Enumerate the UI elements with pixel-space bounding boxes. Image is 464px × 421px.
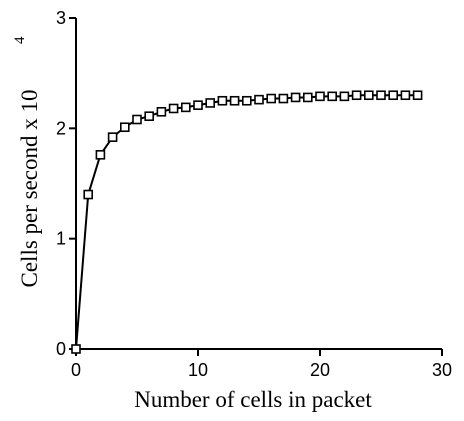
series-layer — [71, 90, 423, 354]
y-tick-label: 3 — [56, 8, 66, 28]
y-tick-label: 0 — [56, 339, 66, 359]
data-point — [315, 91, 325, 102]
data-point — [302, 92, 313, 103]
data-point — [376, 90, 386, 101]
data-point — [266, 93, 277, 104]
series-line — [75, 94, 418, 350]
data-point — [254, 94, 264, 105]
data-point — [290, 92, 301, 103]
data-point — [193, 100, 203, 110]
x-axis-title: Number of cells in packet — [134, 387, 372, 412]
data-point — [107, 132, 118, 142]
y-tick-label: 1 — [56, 229, 66, 249]
data-point — [400, 90, 411, 101]
data-point — [205, 98, 215, 108]
data-point — [217, 95, 228, 106]
x-tick-label: 20 — [310, 360, 330, 380]
x-tick-label: 0 — [71, 360, 81, 380]
data-point — [95, 150, 106, 160]
y-axis-title-exponent: 4 — [12, 36, 28, 44]
data-point — [83, 189, 93, 200]
data-point — [168, 103, 179, 114]
data-point — [388, 90, 399, 101]
y-axis-title: Cells per second x 10 — [17, 89, 42, 287]
data-point — [242, 95, 252, 106]
axes — [69, 17, 443, 356]
data-point — [327, 91, 338, 102]
y-tick-label: 2 — [56, 118, 66, 138]
data-point — [71, 344, 81, 354]
data-point — [181, 102, 191, 113]
data-point — [156, 106, 167, 117]
data-point — [363, 90, 374, 101]
data-point — [412, 90, 423, 101]
data-point — [339, 91, 350, 102]
x-tick-label: 10 — [188, 360, 208, 380]
x-tick-label: 30 — [432, 360, 452, 380]
data-point — [144, 111, 154, 121]
data-point — [132, 114, 142, 125]
data-point — [351, 90, 362, 101]
data-point — [120, 122, 130, 133]
data-point — [229, 95, 240, 106]
data-point — [278, 93, 289, 104]
